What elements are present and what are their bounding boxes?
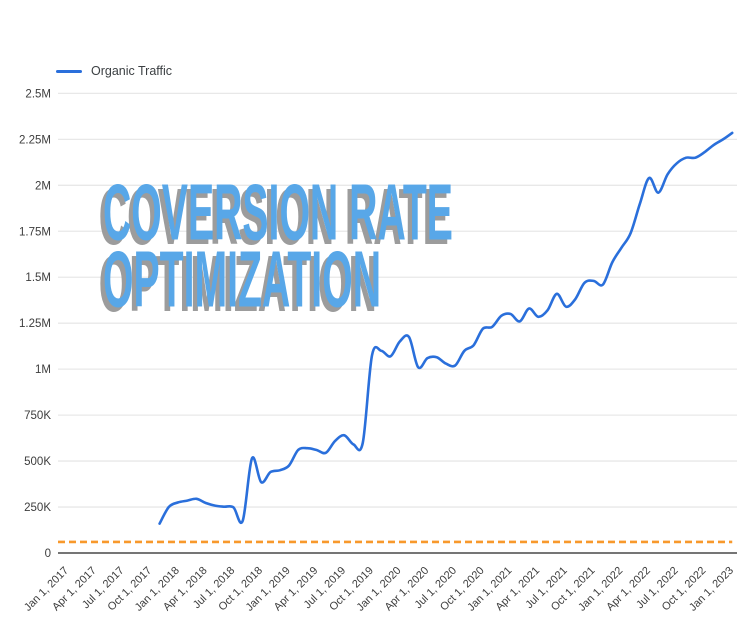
organic-traffic-series-line[interactable] — [158, 131, 734, 525]
y-tick-label: 500K — [24, 456, 51, 468]
legend-item-organic-traffic[interactable]: Organic Traffic — [56, 64, 172, 78]
legend-line-swatch — [56, 69, 82, 73]
y-tick-label: 1M — [35, 364, 51, 376]
y-tick-label: 1.75M — [19, 226, 51, 238]
y-tick-label: 0 — [45, 548, 51, 560]
y-tick-label: 1.5M — [25, 272, 51, 284]
y-tick-label: 250K — [24, 502, 51, 514]
y-tick-label: 2M — [35, 180, 51, 192]
y-tick-label: 2.5M — [25, 88, 51, 100]
legend-label: Organic Traffic — [91, 64, 173, 78]
y-tick-label: 750K — [24, 410, 51, 422]
y-tick-label: 1.25M — [19, 318, 51, 330]
y-tick-label: 2.25M — [19, 134, 51, 146]
